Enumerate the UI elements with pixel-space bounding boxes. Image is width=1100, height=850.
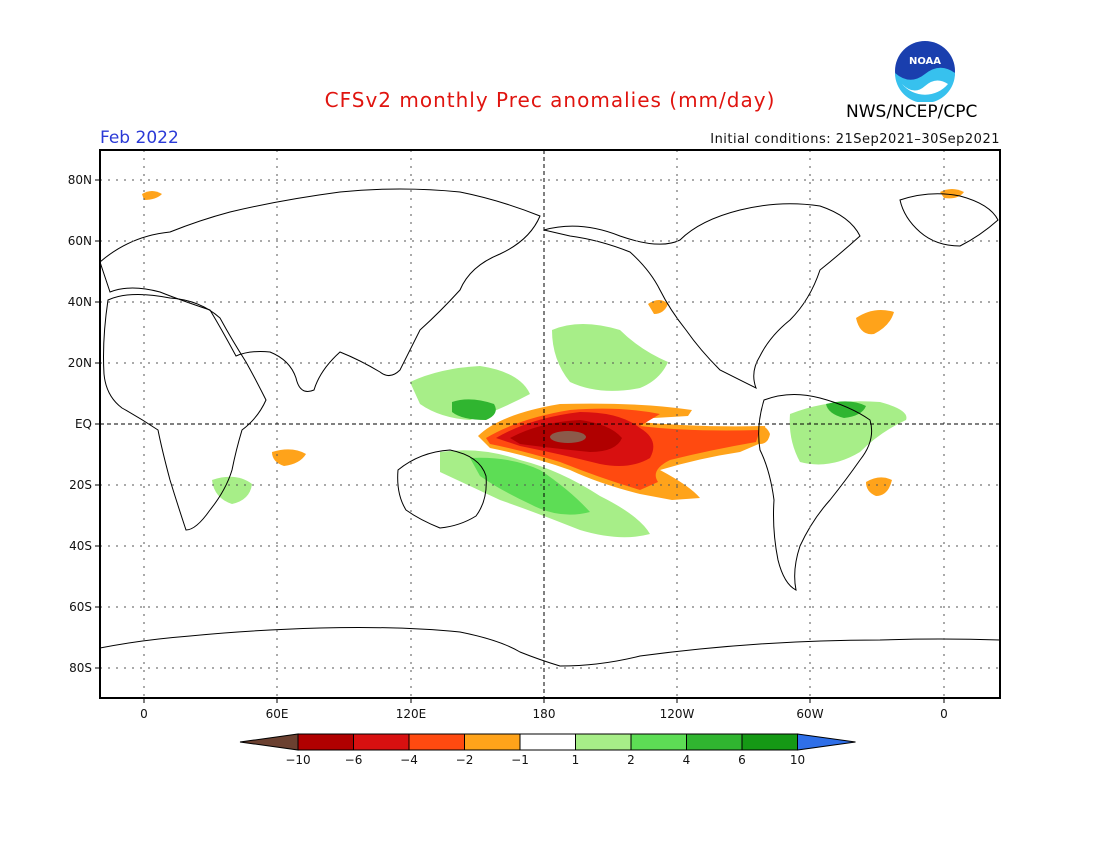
colorbar-swatch <box>408 733 465 751</box>
colorbar-label: −2 <box>456 753 474 767</box>
colorbar-swatch <box>741 733 798 751</box>
lon-label: 0 <box>140 707 148 721</box>
lat-label: 80N <box>68 173 92 187</box>
logo-text: NOAA <box>909 56 941 67</box>
anomaly-orange-natlantic <box>856 310 894 335</box>
anomaly-orange-satlantic <box>866 477 892 496</box>
colorbar-swatch <box>353 733 410 751</box>
colorbar-swatch <box>297 733 354 751</box>
axis-ticks <box>95 179 945 703</box>
coast-antarctica <box>99 627 1001 667</box>
anomaly-darkgreen-wpacific <box>452 399 496 420</box>
anomaly-orange-peru <box>758 426 770 444</box>
lon-label: 0 <box>940 707 948 721</box>
coast-australia <box>397 449 487 529</box>
lon-label: 120W <box>660 707 695 721</box>
anomaly-green-npacific <box>552 324 668 391</box>
anomaly-brown-core <box>550 431 586 443</box>
coast-europe-asia <box>99 188 541 392</box>
colorbar-label: 2 <box>627 753 635 767</box>
anomaly-green-samerica <box>789 401 907 465</box>
lat-label: 40N <box>68 295 92 309</box>
anomaly-orange-indian <box>272 449 306 466</box>
chart-title: CFSv2 monthly Prec anomalies (mm/day) <box>324 88 776 112</box>
reference-lines <box>100 150 1000 698</box>
anomaly-green-wpacific <box>410 366 530 420</box>
colorbar-label: −10 <box>285 753 310 767</box>
lat-label: 60S <box>69 600 92 614</box>
lat-label: EQ <box>75 417 92 431</box>
colorbar: −10 −6 −4 −2 −1 1 2 4 6 10 <box>239 733 856 767</box>
coast-south-america <box>758 394 873 591</box>
lat-label: 80S <box>69 661 92 675</box>
forecast-month: Feb 2022 <box>100 128 179 148</box>
colorbar-label: 1 <box>572 753 580 767</box>
lat-label: 20N <box>68 356 92 370</box>
lat-label: 60N <box>68 234 92 248</box>
colorbar-arrow-high <box>797 733 856 751</box>
lat-label: 40S <box>69 539 92 553</box>
anomaly-orange-uscoast <box>648 300 668 314</box>
lat-label: 20S <box>69 478 92 492</box>
lon-label: 120E <box>396 707 427 721</box>
colorbar-swatch <box>575 733 632 751</box>
agency-label: NWS/NCEP/CPC <box>846 102 978 122</box>
colorbar-label: −6 <box>345 753 363 767</box>
coast-north-america <box>543 203 861 390</box>
colorbar-swatch <box>464 733 521 751</box>
anomaly-green-safrica <box>212 476 252 504</box>
lon-label: 60W <box>796 707 823 721</box>
latitude-labels: 80N 60N 40N 20N EQ 20S 40S 60S 80S <box>68 173 92 675</box>
coast-greenland <box>899 193 999 247</box>
longitude-labels: 0 60E 120E 180 120W 60W 0 <box>140 707 948 721</box>
lon-label: 180 <box>533 707 556 721</box>
colorbar-arrow-low <box>239 733 299 751</box>
colorbar-label: 6 <box>738 753 746 767</box>
precip-anomaly-layer <box>142 189 964 538</box>
coast-africa <box>103 294 267 531</box>
colorbar-label: −1 <box>511 753 529 767</box>
anomaly-midgreen-spacific <box>470 457 590 515</box>
anomaly-darkgreen-samerica <box>826 401 866 418</box>
lon-label: 60E <box>266 707 289 721</box>
coastlines-layer <box>99 188 1001 667</box>
colorbar-swatch <box>519 733 576 751</box>
colorbar-label: −4 <box>400 753 418 767</box>
colorbar-swatch <box>630 733 687 751</box>
colorbar-label: 10 <box>790 753 805 767</box>
noaa-logo: NOAA <box>895 41 955 102</box>
colorbar-swatch <box>686 733 743 751</box>
colorbar-label: 4 <box>683 753 691 767</box>
anomaly-orange-arctic1 <box>142 191 162 200</box>
initial-conditions: Initial conditions: 21Sep2021–30Sep2021 <box>710 132 1000 147</box>
